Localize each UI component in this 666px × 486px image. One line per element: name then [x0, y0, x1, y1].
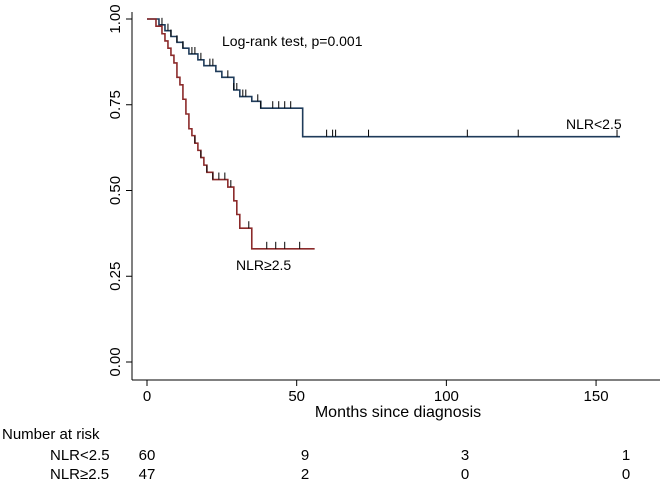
risk-table-title-row: Number at risk [0, 426, 666, 446]
risk-count: 1 [621, 447, 631, 464]
risk-count: 3 [460, 447, 470, 464]
x-tick-label: 150 [584, 388, 609, 405]
plot-area: 0.00 0.25 0.50 0.75 1.00 0 50 100 150 NLR<2.5 NLR≥… [107, 4, 660, 405]
risk-row-label: NLR≥2.5 [50, 466, 110, 483]
x-tick-label: 100 [434, 388, 459, 405]
series-label-nlr-high: NLR≥2.5 [236, 257, 291, 273]
series-line-nlr-high [147, 18, 315, 250]
risk-row-nlr-high: NLR≥2.5 47 2 0 0 [0, 466, 666, 486]
y-tick-label: 0.00 [107, 347, 124, 376]
chart-annotation: Log-rank test, p=0.001 [222, 33, 363, 49]
risk-table-title: Number at risk [2, 426, 100, 443]
series-line-nlr-low [147, 18, 621, 138]
risk-count: 47 [138, 466, 156, 483]
risk-count: 0 [460, 466, 470, 483]
y-tick-label: 0.75 [107, 90, 124, 119]
survival-chart: 0.00 0.25 0.50 0.75 1.00 0 50 100 150 NLR<2.5 NLR≥… [107, 4, 660, 421]
risk-count: 60 [138, 447, 156, 464]
x-axis-title: Months since diagnosis [315, 404, 481, 421]
risk-count: 9 [300, 447, 310, 464]
risk-count: 2 [300, 466, 310, 483]
y-tick-label: 1.00 [107, 4, 124, 33]
risk-count: 0 [621, 466, 631, 483]
y-tick-label: 0.50 [107, 176, 124, 205]
series-label-nlr-low: NLR<2.5 [566, 116, 622, 132]
x-tick-label: 50 [288, 388, 305, 405]
y-tick-label: 0.25 [107, 262, 124, 291]
x-tick-label: 0 [143, 388, 151, 405]
risk-row-nlr-low: NLR<2.5 60 9 3 1 [0, 447, 666, 467]
risk-row-label: NLR<2.5 [50, 447, 110, 464]
